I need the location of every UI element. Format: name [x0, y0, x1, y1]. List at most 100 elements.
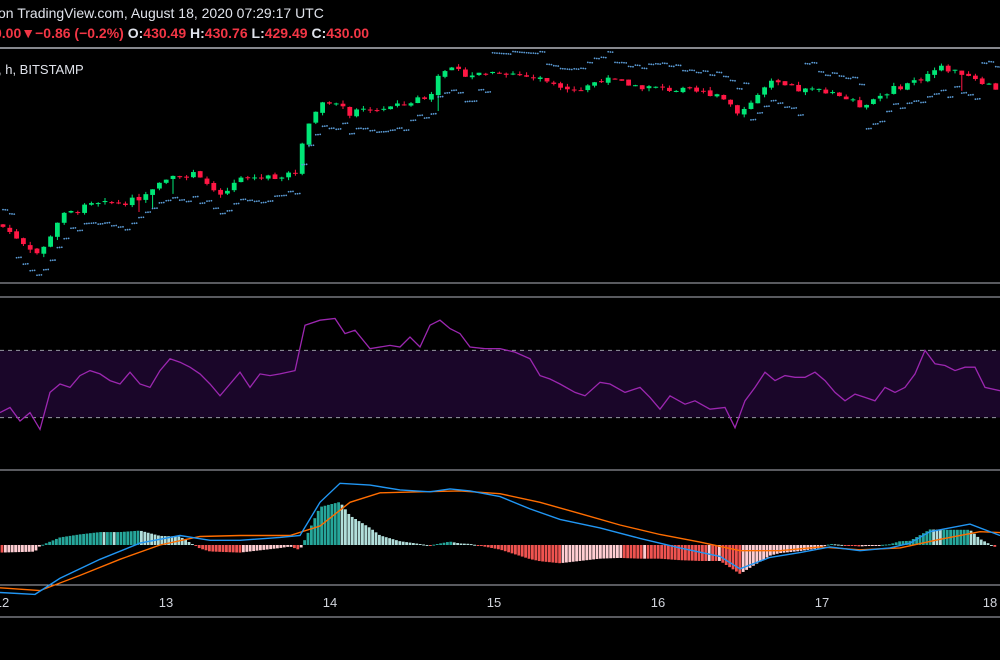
sar-dot — [185, 200, 188, 203]
sar-dot — [935, 93, 938, 95]
sar-dot — [933, 93, 936, 96]
candle-up — [646, 86, 652, 89]
macd-histogram-bar — [636, 545, 640, 559]
sar-dot — [74, 226, 77, 229]
sar-dot — [26, 262, 29, 265]
sar-dot — [280, 194, 283, 197]
sar-dot — [777, 102, 780, 105]
macd-histogram-bar — [395, 540, 398, 545]
candle-up — [143, 194, 149, 200]
sar-dot — [294, 193, 297, 195]
macd-histogram-bar — [864, 545, 867, 547]
macd-histogram-bar — [0, 545, 4, 553]
candle-down — [843, 96, 849, 100]
macd-histogram-bar — [384, 537, 388, 545]
sar-dot — [131, 222, 134, 225]
sar-dot — [301, 163, 304, 166]
macd-histogram-bar — [820, 545, 823, 548]
sar-dot — [761, 111, 764, 114]
sar-dot — [219, 212, 222, 215]
candle-up — [911, 80, 917, 83]
sar-dot — [468, 100, 471, 103]
macd-histogram-bar — [922, 533, 925, 545]
sar-dot — [895, 103, 897, 105]
macd-histogram-bar — [4, 545, 7, 553]
candle-down — [422, 97, 427, 99]
candle-up — [755, 94, 761, 104]
candle-up — [265, 175, 271, 179]
sar-dot — [722, 75, 725, 78]
macd-histogram-bar — [123, 531, 126, 545]
sar-dot — [228, 209, 231, 212]
sar-dot — [734, 79, 736, 82]
sar-dot — [412, 119, 415, 122]
sar-dot — [663, 62, 666, 65]
down-arrow-icon: ▼ — [21, 25, 36, 41]
sar-dot — [611, 51, 614, 54]
macd-histogram-bar — [558, 545, 561, 564]
macd-histogram-bar — [82, 533, 85, 545]
sar-dot — [72, 227, 75, 229]
candle-down — [789, 84, 795, 86]
sar-dot — [874, 123, 877, 125]
sar-dot — [972, 93, 974, 96]
sar-dot — [759, 112, 761, 114]
sar-dot — [534, 52, 537, 55]
sar-dot — [638, 64, 641, 67]
sar-dot — [448, 91, 451, 94]
macd-histogram-bar — [612, 545, 616, 559]
macd-histogram-bar — [796, 545, 799, 552]
sar-dot — [654, 62, 657, 65]
sar-dot — [509, 53, 512, 55]
sar-dot — [79, 229, 81, 232]
macd-histogram-bar — [163, 536, 167, 545]
macd-histogram-bar — [493, 545, 497, 549]
sar-dot — [85, 222, 88, 225]
sar-dot — [618, 61, 621, 64]
macd-histogram-bar — [986, 543, 990, 545]
macd-histogram-bar — [289, 545, 293, 547]
sar-dot — [466, 100, 469, 103]
sar-dot — [110, 225, 113, 227]
macd-histogram-bar — [208, 545, 211, 552]
candle-down — [177, 176, 183, 178]
macd-histogram-bar — [456, 543, 459, 545]
candle-up — [354, 109, 359, 117]
sar-dot — [584, 67, 587, 70]
sar-dot — [210, 199, 213, 202]
sar-dot — [661, 62, 664, 65]
macd-histogram-bar — [823, 545, 827, 547]
sar-dot — [296, 192, 299, 195]
macd-histogram-bar — [255, 545, 259, 551]
sar-dot — [888, 110, 891, 113]
macd-histogram-bar — [333, 503, 337, 545]
time-tick-label: 14 — [323, 595, 337, 610]
sar-dot — [167, 199, 170, 202]
macd-histogram-bar — [133, 530, 136, 545]
sar-dot — [913, 100, 916, 103]
sar-dot — [849, 77, 852, 80]
close-label: C: — [311, 25, 327, 41]
sar-dot — [709, 74, 712, 76]
sar-dot — [502, 52, 505, 55]
sar-dot — [317, 133, 319, 136]
sar-dot — [332, 127, 335, 130]
sar-dot — [423, 117, 426, 119]
macd-histogram-bar — [174, 536, 177, 545]
sar-dot — [706, 70, 709, 73]
macd-histogram-bar — [792, 545, 796, 552]
sar-dot — [815, 62, 818, 64]
candle-down — [272, 174, 278, 179]
sar-dot — [326, 125, 328, 127]
macd-histogram-bar — [969, 530, 973, 545]
sar-dot — [924, 101, 927, 104]
sar-dot — [319, 133, 322, 136]
macd-histogram-bar — [867, 545, 871, 546]
candle-up — [864, 104, 869, 108]
macd-histogram-bar — [871, 545, 874, 546]
macd-pane — [0, 482, 1000, 596]
candle-down — [347, 106, 353, 116]
candle-down — [524, 75, 529, 77]
macd-histogram-bar — [269, 545, 272, 550]
